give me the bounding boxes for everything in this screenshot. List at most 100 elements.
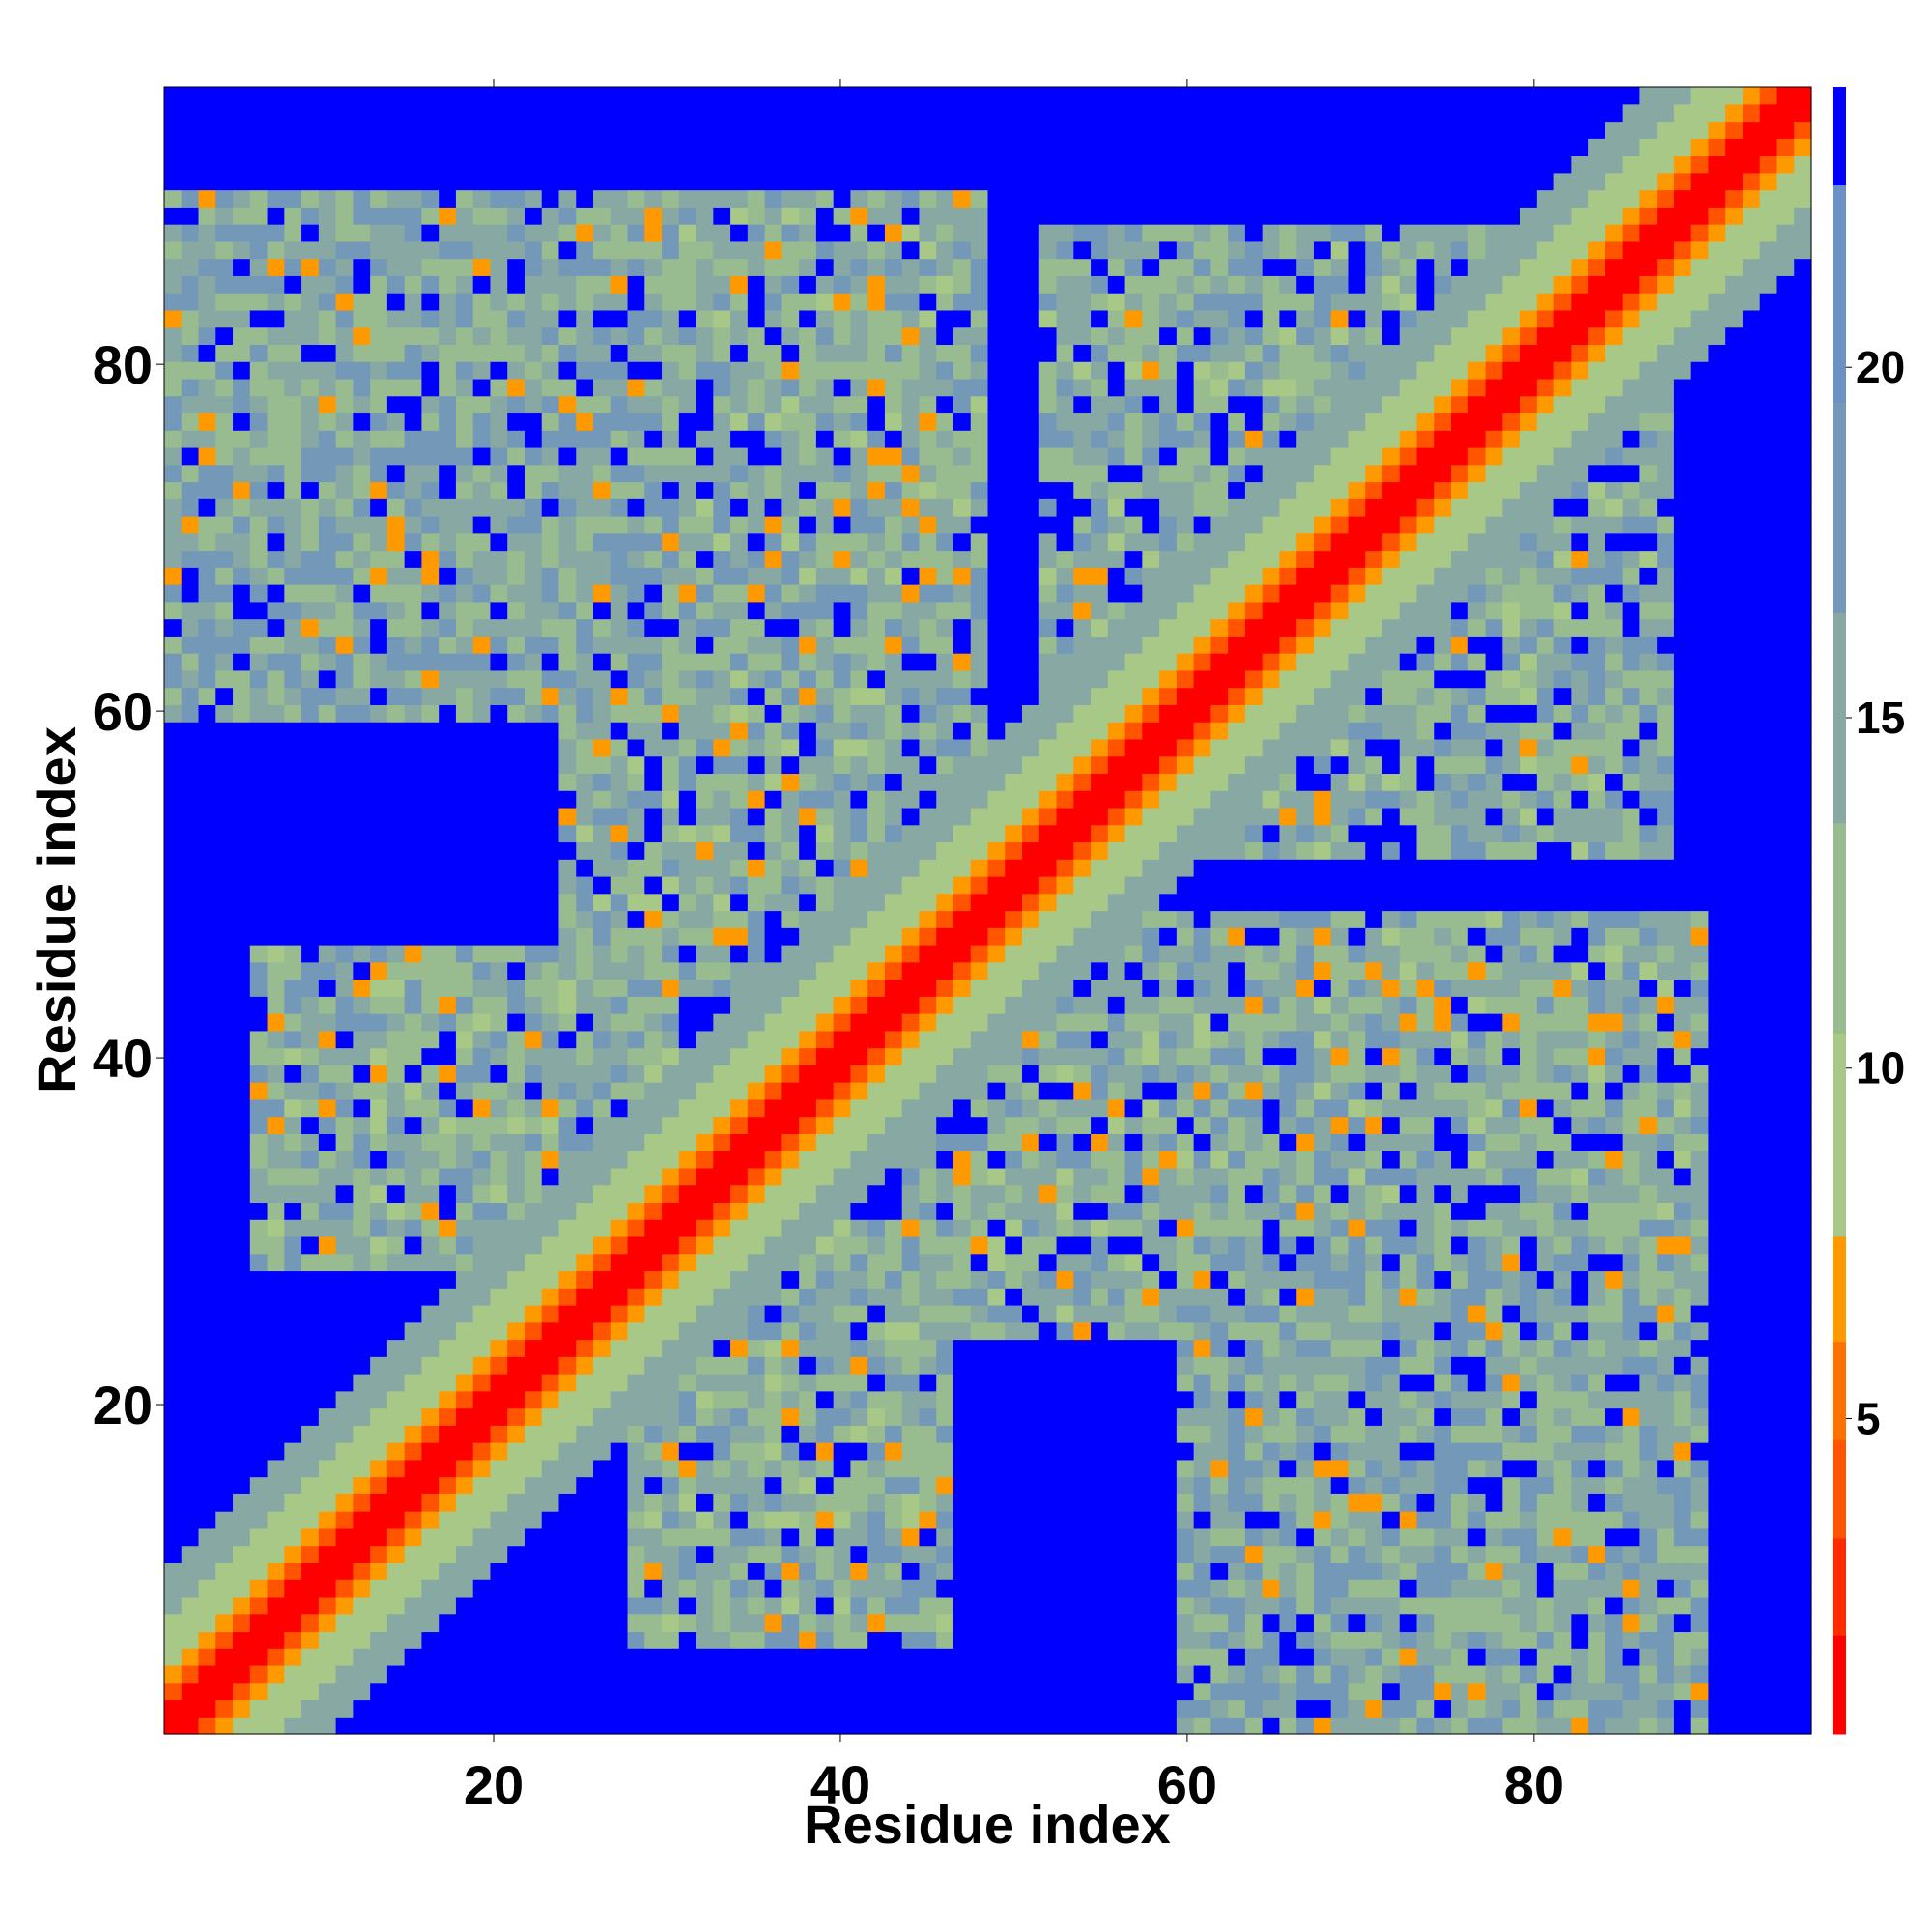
heatmap-cell [662, 1047, 680, 1065]
heatmap-cell [249, 945, 269, 963]
heatmap-cell [301, 172, 320, 191]
heatmap-cell [713, 1493, 731, 1512]
heatmap-cell [678, 653, 697, 671]
heatmap-cell [1038, 309, 1058, 328]
heatmap-cell [421, 738, 440, 757]
heatmap-cell [233, 1493, 251, 1512]
heatmap-cell [987, 1270, 1006, 1289]
heatmap-cell [799, 824, 817, 843]
heatmap-cell [593, 1596, 611, 1615]
heatmap-cell [919, 207, 937, 225]
heatmap-cell [867, 996, 886, 1014]
heatmap-cell [644, 1511, 663, 1529]
heatmap-cell [233, 1167, 251, 1186]
heatmap-cell [884, 532, 903, 552]
heatmap-cell [936, 1133, 954, 1151]
heatmap-cell [233, 1562, 251, 1580]
heatmap-cell [593, 1579, 611, 1598]
heatmap-cell [884, 1511, 903, 1529]
heatmap-cell [370, 258, 388, 276]
heatmap-cell [919, 979, 937, 997]
heatmap-cell [867, 841, 886, 860]
heatmap-cell [884, 395, 903, 414]
heatmap-cell [576, 996, 594, 1014]
heatmap-cell [181, 1339, 200, 1357]
heatmap-cell [215, 669, 234, 689]
heatmap-cell [558, 618, 577, 637]
heatmap-cell [867, 327, 886, 346]
heatmap-cell [335, 378, 354, 397]
heatmap-cell [713, 1270, 731, 1289]
heatmap-cell [627, 910, 645, 928]
heatmap-cell [610, 1116, 629, 1134]
heatmap-cell [455, 1116, 474, 1134]
heatmap-cell [799, 1339, 817, 1357]
heatmap-cell [386, 1304, 406, 1323]
heatmap-cell [524, 1356, 543, 1375]
heatmap-cell [558, 1545, 577, 1563]
heatmap-cell [198, 1664, 216, 1684]
heatmap-cell [301, 1545, 320, 1563]
heatmap-cell [747, 1047, 766, 1065]
heatmap-cell [1005, 498, 1023, 517]
heatmap-cell [1022, 344, 1040, 362]
heatmap-cell [215, 601, 234, 620]
heatmap-cell [507, 516, 526, 534]
heatmap-cell [952, 773, 972, 791]
heatmap-cell [867, 910, 886, 928]
heatmap-cell [1022, 1664, 1040, 1684]
heatmap-cell [678, 1699, 697, 1718]
heatmap-cell [884, 275, 903, 294]
heatmap-cell [576, 1304, 594, 1323]
heatmap-cell [850, 378, 868, 397]
heatmap-cell [576, 1184, 594, 1204]
heatmap-cell [919, 910, 937, 928]
heatmap-cell [901, 1219, 921, 1237]
heatmap-cell [472, 1664, 492, 1684]
heatmap-cell [936, 1356, 954, 1375]
heatmap-cell [335, 1425, 354, 1443]
heatmap-cell [644, 1184, 663, 1204]
heatmap-cell [370, 309, 388, 328]
heatmap-cell [593, 1699, 611, 1718]
heatmap-cell [696, 618, 714, 637]
heatmap-cell [164, 1562, 183, 1580]
heatmap-cell [970, 293, 989, 311]
heatmap-cell [439, 1288, 457, 1306]
heatmap-cell [1038, 653, 1058, 671]
heatmap-cell [524, 121, 543, 139]
heatmap-cell [267, 121, 285, 139]
heatmap-cell [353, 1699, 371, 1718]
heatmap-cell [524, 1219, 543, 1237]
heatmap-cell [815, 344, 835, 362]
heatmap-cell [541, 567, 560, 585]
heatmap-cell [181, 189, 200, 208]
heatmap-cell [764, 584, 782, 603]
heatmap-cell [627, 1356, 645, 1375]
heatmap-cell [713, 1082, 731, 1100]
heatmap-cell [747, 1374, 766, 1392]
heatmap-cell [524, 1167, 543, 1186]
heatmap-cell [507, 961, 526, 980]
heatmap-cell [713, 1425, 731, 1443]
heatmap-cell [919, 1356, 937, 1375]
heatmap-cell [1038, 189, 1058, 208]
heatmap-cell [713, 1065, 731, 1083]
heatmap-cell [815, 1339, 835, 1357]
heatmap-cell [730, 258, 749, 276]
heatmap-cell [884, 996, 903, 1014]
heatmap-cell [593, 1339, 611, 1357]
heatmap-cell [267, 293, 285, 311]
heatmap-cell [386, 498, 406, 517]
heatmap-cell [558, 893, 577, 912]
heatmap-cell [627, 241, 645, 260]
heatmap-cell [490, 1442, 508, 1461]
heatmap-cell [815, 669, 835, 689]
heatmap-cell [627, 1133, 645, 1151]
heatmap-cell [301, 1082, 320, 1100]
heatmap-cell [404, 979, 423, 997]
heatmap-cell [952, 1545, 972, 1563]
heatmap-cell [1005, 1579, 1023, 1598]
heatmap-cell [181, 361, 200, 380]
heatmap-cell [267, 773, 285, 791]
